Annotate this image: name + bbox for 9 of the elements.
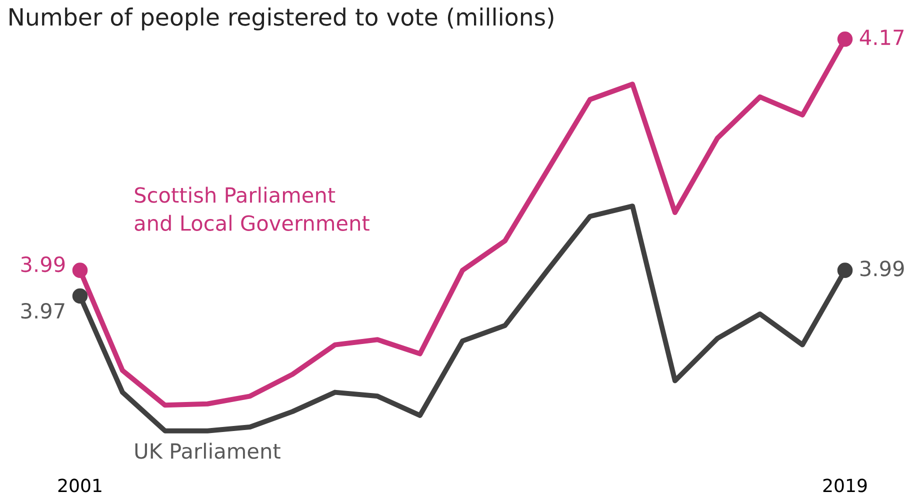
data-label: 4.17 (860, 30, 904, 45)
series-label: UK Parliament (135, 442, 280, 459)
text: Scottish Parliament and Local Government (134, 186, 370, 231)
data-label: 3.97 (21, 302, 64, 319)
x-tick-label: 2019 (823, 478, 867, 492)
data-label: 3.99 (860, 260, 904, 276)
chart-title: Number of people registered to vote (millions) (10, 8, 554, 30)
x-tick-label: 2001 (58, 478, 102, 492)
data-label: 3.99 (21, 256, 65, 272)
